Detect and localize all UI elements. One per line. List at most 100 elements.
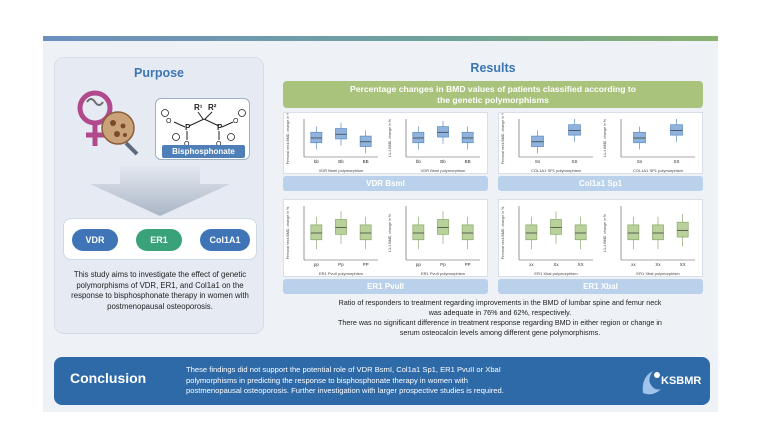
box-Xx [550, 219, 562, 235]
banner-line-1: Percentage changes in BMD values of pati… [349, 84, 637, 94]
box-xx [525, 224, 538, 241]
svg-text:O: O [166, 118, 172, 125]
purpose-title: Purpose [133, 66, 184, 80]
box-plot-xbai-lumbar: L1-4 BMD, change in % ER1 XbaI polymorphi… [603, 206, 695, 276]
x-tick-label: XX [578, 262, 584, 267]
svg-text:P: P [217, 123, 223, 132]
box-PP [461, 224, 474, 241]
results-summary: Ratio of responders to treatment regardi… [290, 298, 710, 338]
box-SS [670, 124, 683, 136]
y-axis-label: Femoral neck BMD, change in % [501, 113, 505, 164]
svg-text:O: O [233, 118, 239, 125]
y-axis-label: L1-4 BMD, change in % [603, 118, 607, 157]
box-plot-vdr-lumbar: L1-4 BMD, change in % VDR BsmI polymorphi… [388, 118, 480, 173]
x-axis-label: ER1 PvuII polymorphism [319, 271, 364, 276]
bisphosphonate-molecule-icon: R¹ R² P P O O O O [161, 103, 246, 148]
box-Ss [633, 131, 646, 144]
chart-card-pvuii: Femoral neck BMD, change in % ER1 PvuII p… [283, 199, 488, 277]
svg-text:O: O [184, 141, 190, 147]
y-axis-label: L1-4 BMD, change in % [603, 213, 607, 252]
conclusion-line-1: These findings did not support the poten… [186, 365, 501, 374]
x-tick-label: Ss [637, 159, 643, 164]
down-arrow-icon [90, 166, 230, 216]
banner-line-2: the genetic polymorphisms [437, 94, 549, 105]
x-axis-label: ER1 XbaI polymorphism [534, 271, 578, 276]
x-tick-label: BB [465, 159, 471, 164]
x-axis-label: COL1A1 SP1 polymorphism [633, 168, 684, 173]
ksbmr-logo-text: KSBMR [661, 375, 702, 387]
conclusion-line-2: polymorphisms in predicting the response… [186, 375, 468, 385]
svg-text:P: P [185, 123, 191, 132]
svg-text:R²: R² [208, 103, 217, 112]
box-plot-xbai-femoral: Femoral neck BMD, change in % ER1 XbaI po… [501, 206, 593, 276]
conclusion-text: These findings did not support the poten… [186, 365, 656, 397]
gene-pill-row: VDR ER1 Col1A1 [63, 218, 257, 260]
x-tick-label: Bb [440, 159, 446, 164]
box-Pp [437, 219, 449, 235]
x-tick-label: Xx [553, 262, 559, 267]
results-banner: Percentage changes in BMD values of pati… [283, 81, 703, 108]
results-text-line-2: was adequate in 76% and 62%, respectivel… [428, 308, 572, 317]
box-Bb [437, 126, 449, 138]
y-axis-label: Femoral neck BMD, change in % [286, 113, 290, 164]
x-tick-label: Pp [440, 262, 446, 267]
x-tick-label: SS [571, 159, 577, 164]
chart-card-xbai: Femoral neck BMD, change in % ER1 XbaI po… [498, 199, 703, 277]
bisphosphonate-structure-box: R¹ R² P P O O O O Bisphosphonate [155, 98, 250, 160]
chart-card-vdr: Femoral neck BMD, change in % VDR BsmI po… [283, 112, 488, 174]
svg-text:O: O [216, 141, 222, 147]
x-axis-label: VDR BsmI polymorphism [319, 168, 364, 173]
x-tick-label: Xx [655, 262, 661, 267]
results-text-line-4: serum osteocalcin levels among different… [399, 328, 601, 337]
results-title: Results [470, 61, 516, 75]
x-tick-label: XX [680, 262, 686, 267]
x-tick-label: pp [314, 262, 320, 267]
box-PP [359, 224, 372, 241]
y-axis-label: Femoral neck BMD, change in % [286, 206, 290, 259]
x-axis-label: ER1 PvuII polymorphism [421, 271, 466, 276]
gene-pill-col1a1: Col1A1 [200, 229, 250, 251]
results-text-line-1: Ratio of responders to treatment regardi… [338, 298, 662, 307]
panel-label-pvuii: ER1 PvuII [283, 279, 488, 294]
svg-text:R¹: R¹ [194, 103, 203, 112]
y-axis-label: L1-4 BMD, change in % [388, 213, 392, 252]
x-tick-label: pp [416, 262, 422, 267]
conclusion-panel: Conclusion These findings did not suppor… [54, 357, 710, 405]
x-axis-label: COL1A1 SP1 polymorphism [531, 168, 582, 173]
box-Xx [652, 224, 664, 241]
results-text-line-3: There was no significant difference in t… [338, 318, 662, 327]
gene-pill-er1: ER1 [136, 229, 182, 251]
box-XX [574, 224, 587, 241]
gene-pill-vdr: VDR [72, 229, 118, 251]
panel-label-vdr: VDR BsmI [283, 176, 488, 191]
x-tick-label: bb [416, 159, 422, 164]
x-tick-label: PP [465, 262, 471, 267]
chart-card-col1a1: Femoral neck BMD, change in % COL1A1 SP1 … [498, 112, 703, 174]
x-tick-label: xx [529, 262, 534, 267]
box-plot-vdr-femoral: Femoral neck BMD, change in % VDR BsmI po… [286, 113, 378, 173]
x-tick-label: Bb [338, 159, 344, 164]
box-Ss [531, 135, 544, 147]
x-tick-label: BB [363, 159, 369, 164]
x-tick-label: Pp [338, 262, 344, 267]
y-axis-label: Femoral neck BMD, change in % [501, 206, 505, 259]
x-axis-label: ER1 XbaI polymorphism [636, 271, 680, 276]
conclusion-line-3: postmenopausal osteoporosis. Further inv… [186, 386, 504, 395]
purpose-panel: Purpose R¹ R² P P O O O O [54, 57, 264, 334]
box-bb [412, 131, 425, 144]
box-SS [568, 124, 581, 136]
x-tick-label: Ss [535, 159, 541, 164]
box-plot-pvuii-lumbar: L1-4 BMD, change in % ER1 PvuII polymorph… [388, 206, 480, 276]
x-axis-label: VDR BsmI polymorphism [421, 168, 466, 173]
box-BB [359, 135, 372, 147]
purpose-description: This study aims to investigate the effec… [71, 270, 249, 311]
box-BB [461, 131, 474, 144]
box-Pp [335, 219, 347, 235]
conclusion-title: Conclusion [70, 370, 147, 386]
x-tick-label: bb [314, 159, 320, 164]
box-xx [627, 224, 640, 241]
bisphosphonate-label: Bisphosphonate [162, 145, 245, 158]
box-plot-col1a1-lumbar: L1-4 BMD, change in % COL1A1 SP1 polymorp… [603, 118, 695, 173]
box-pp [310, 224, 323, 241]
panel-label-xbai: ER1 XbaI [498, 279, 703, 294]
